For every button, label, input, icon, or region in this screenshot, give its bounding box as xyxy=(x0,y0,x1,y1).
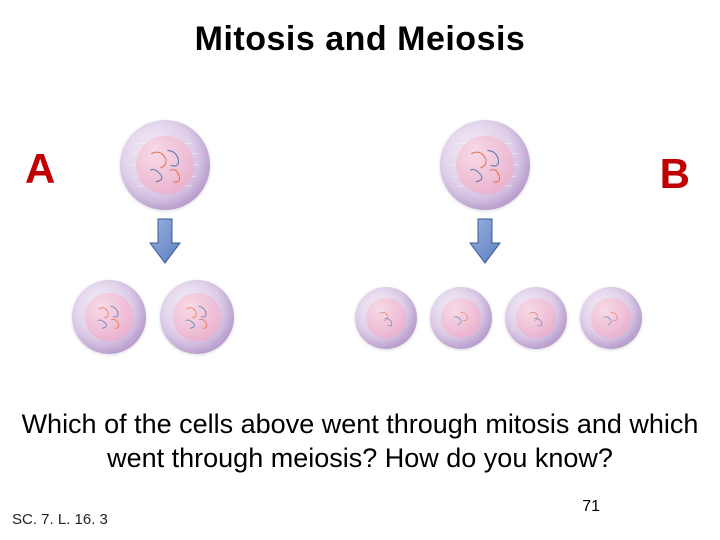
chromosomes xyxy=(179,299,215,335)
arrow-down-b xyxy=(469,217,501,265)
parent-cell-b xyxy=(440,120,530,210)
page-number: 71 xyxy=(582,498,600,516)
chromosomes xyxy=(521,303,551,333)
daughter-cell-b1 xyxy=(355,287,417,349)
standard-code: SC. 7. L. 16. 3 xyxy=(12,511,108,528)
chromosomes xyxy=(91,299,127,335)
chromosomes xyxy=(596,303,626,333)
chromosomes xyxy=(142,142,189,189)
daughter-cell-b4 xyxy=(580,287,642,349)
slide-title: Mitosis and Meiosis xyxy=(0,0,720,59)
daughter-cell-a1 xyxy=(72,280,146,354)
daughter-cell-b3 xyxy=(505,287,567,349)
daughter-cell-b2 xyxy=(430,287,492,349)
question-text: Which of the cells above went through mi… xyxy=(20,408,700,476)
chromosomes xyxy=(462,142,509,189)
chromosomes xyxy=(446,303,476,333)
diagram-area xyxy=(0,115,720,395)
daughter-cell-a2 xyxy=(160,280,234,354)
arrow-down-a xyxy=(149,217,181,265)
chromosomes xyxy=(371,303,401,333)
parent-cell-a xyxy=(120,120,210,210)
